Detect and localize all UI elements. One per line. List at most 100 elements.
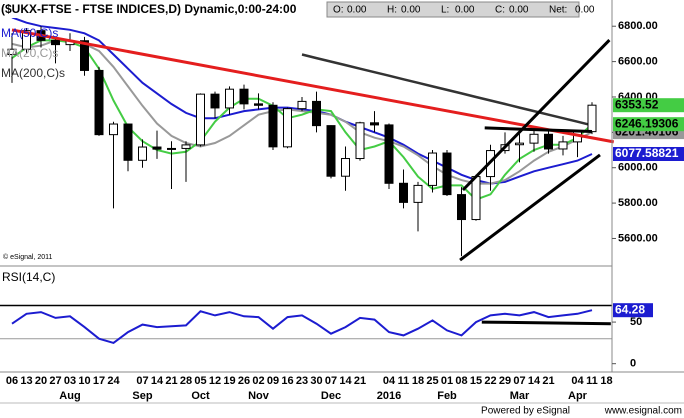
candle-body — [370, 122, 379, 126]
moving-average — [301, 53, 593, 127]
candle-body — [544, 133, 553, 150]
rsi-line — [11, 309, 593, 344]
x-tick-label: 14 — [339, 375, 352, 387]
candle-body — [471, 176, 481, 221]
x-tick-label: 19 — [223, 375, 235, 387]
x-month-label: Dec — [321, 390, 341, 402]
candle-body — [225, 88, 234, 109]
quote-value: 0.00 — [575, 5, 595, 16]
moving-average — [11, 39, 593, 201]
x-tick-label: 14 — [528, 375, 541, 387]
footer-right: www.esignal.com — [604, 406, 682, 417]
candle-body — [210, 93, 220, 109]
header-title: ($UKX-FTSE - FTSE INDICES,D) Dynamic,0:0… — [1, 2, 297, 16]
value-box-label: 6246.19306 — [615, 116, 679, 130]
panel-title: RSI(14,C) — [2, 270, 55, 284]
y-tick-label: 6800.00 — [618, 20, 658, 32]
candle-body — [239, 88, 249, 105]
candle-body — [167, 147, 176, 150]
quote-name: L: — [441, 5, 449, 16]
value-box — [613, 117, 684, 132]
x-tick-label: 24 — [107, 375, 120, 387]
candle-body — [428, 152, 437, 186]
x-tick-label: 26 — [238, 375, 250, 387]
x-tick-label: 11 — [586, 375, 598, 387]
plot-area: © eSignal, 2011 — [0, 16, 615, 344]
x-tick-label: 16 — [281, 375, 293, 387]
x-tick-label: 30 — [310, 375, 322, 387]
candle-body — [152, 146, 162, 150]
candle-body — [22, 30, 31, 50]
y-tick-label: 5800.00 — [618, 197, 658, 209]
x-tick-label: 12 — [209, 375, 221, 387]
legend-entry: MA(50,C)s — [1, 26, 58, 40]
candle-body — [442, 152, 452, 196]
trendline — [481, 320, 611, 326]
quote-value: 0.00 — [455, 5, 475, 16]
x-tick-label: 22 — [484, 375, 496, 387]
candle-body — [312, 100, 321, 127]
value-box-label: 6353.52 — [615, 97, 659, 111]
legend-entry: MA(200,C)s — [1, 66, 65, 80]
footer-left: Powered by eSignal — [481, 406, 570, 417]
x-tick-label: 04 — [383, 375, 396, 387]
value-box — [613, 146, 684, 161]
x-tick-label: 07 — [136, 375, 148, 387]
quote-name: H: — [387, 5, 397, 16]
quote-name: C: — [495, 5, 505, 16]
legend-entry: MA(20,C)s — [1, 46, 58, 60]
candle-body — [123, 123, 133, 161]
candle-body — [7, 48, 17, 56]
candle-body — [138, 146, 147, 161]
candle-body — [283, 108, 292, 148]
x-tick-label: 20 — [35, 375, 47, 387]
candle-body — [413, 184, 423, 203]
x-tick-label: 07 — [325, 375, 337, 387]
candle-body — [109, 123, 118, 136]
x-month-label: Oct — [191, 390, 210, 402]
x-tick-label: 21 — [165, 375, 177, 387]
candle-body — [399, 182, 408, 203]
y-tick-label: 6000.00 — [618, 162, 658, 174]
quote-name: Net: — [549, 5, 567, 16]
x-tick-label: 02 — [252, 375, 264, 387]
x-tick-label: 01 — [441, 375, 453, 387]
y-tick-label: 5600.00 — [618, 232, 658, 244]
candle-body — [457, 194, 466, 221]
candle-body — [94, 69, 104, 136]
quote-box — [326, 1, 580, 18]
x-tick-label: 03 — [64, 375, 76, 387]
panel-title-bg — [0, 269, 62, 285]
x-month-label: Nov — [248, 390, 270, 402]
x-tick-label: 14 — [151, 375, 164, 387]
trendline — [461, 38, 611, 192]
candle-body — [181, 144, 191, 149]
x-tick-label: 08 — [455, 375, 467, 387]
x-tick-label: 18 — [412, 375, 424, 387]
candle-body — [341, 158, 350, 177]
candle-body — [558, 141, 568, 150]
x-month-label: Aug — [59, 390, 80, 402]
x-tick-label: 09 — [267, 375, 279, 387]
candle-body — [268, 104, 278, 148]
x-tick-label: 29 — [499, 375, 511, 387]
candle-body — [80, 40, 89, 71]
value-box — [613, 98, 684, 113]
x-tick-label: 06 — [6, 375, 18, 387]
quote-value: 0.00 — [347, 5, 367, 16]
x-tick-label: 18 — [600, 375, 612, 387]
overlay: ($UKX-FTSE - FTSE INDICES,D) Dynamic,0:0… — [0, 1, 595, 285]
y-tick-label: 0 — [630, 358, 636, 370]
x-month-label: Feb — [437, 390, 457, 402]
trendline — [11, 28, 615, 144]
x-tick-label: 15 — [470, 375, 482, 387]
candle-body — [355, 122, 365, 160]
x-tick-label: 23 — [296, 375, 308, 387]
quote-name: O: — [333, 5, 344, 16]
trendline — [484, 126, 593, 133]
x-month-label: Mar — [510, 390, 530, 402]
x-tick-label: 05 — [194, 375, 206, 387]
x-tick-label: 21 — [354, 375, 366, 387]
